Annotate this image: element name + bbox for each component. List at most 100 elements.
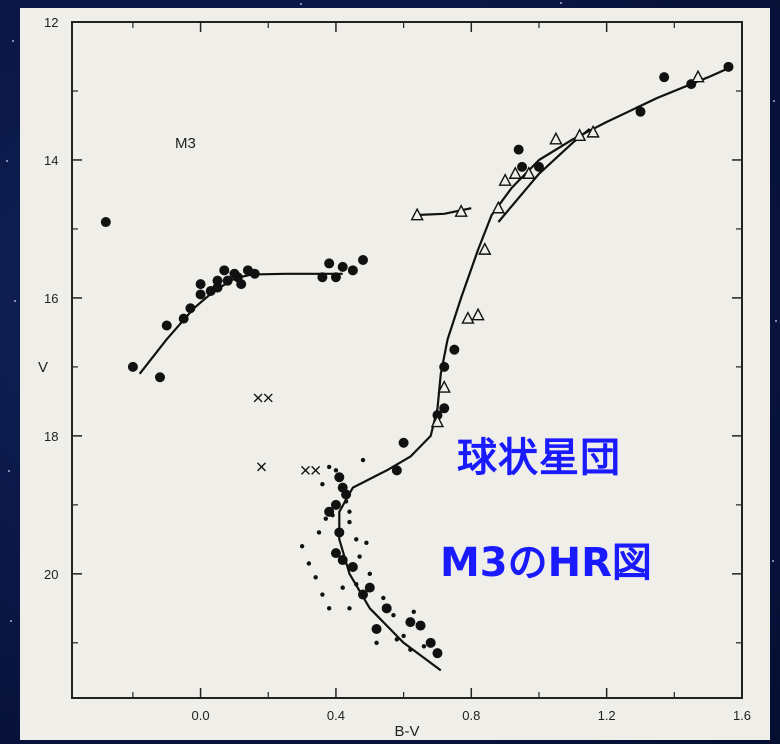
data-point-dot	[213, 276, 223, 286]
data-point-small-dot	[354, 537, 358, 541]
data-point-small-dot	[330, 513, 334, 517]
data-point-small-dot	[368, 572, 372, 576]
data-point-cross	[312, 466, 320, 474]
overlay-subtitle: M3のHR図	[440, 530, 652, 588]
data-point-dot	[372, 624, 382, 634]
data-point-small-dot	[391, 613, 395, 617]
data-point-small-dot	[317, 530, 321, 534]
data-point-dot	[219, 265, 229, 275]
y-axis-title: V	[38, 359, 48, 376]
data-point-dot	[162, 321, 172, 331]
data-point-dot	[101, 217, 111, 227]
x-axis-title: B-V	[394, 723, 419, 740]
x-tick-label: 0.0	[192, 708, 210, 723]
data-point-small-dot	[307, 561, 311, 565]
y-tick-label: 18	[44, 429, 58, 444]
data-point-dot	[317, 272, 327, 282]
plot-frame	[72, 22, 742, 698]
data-point-small-dot	[347, 510, 351, 514]
cluster-label: M3	[175, 135, 196, 152]
data-point-small-dot	[374, 641, 378, 645]
data-point-small-dot	[327, 606, 331, 610]
data-point-small-dot	[364, 541, 368, 545]
data-point-triangle	[473, 309, 484, 320]
data-point-dot	[341, 490, 351, 500]
data-point-dot	[128, 362, 138, 372]
y-tick-label: 20	[44, 567, 58, 582]
data-point-dot	[331, 272, 341, 282]
data-point-small-dot	[357, 554, 361, 558]
data-point-triangle	[493, 202, 504, 213]
data-point-triangle	[550, 133, 561, 144]
y-tick-label: 12	[44, 15, 58, 30]
data-point-triangle	[693, 71, 704, 82]
data-point-dot	[426, 638, 436, 648]
data-point-small-dot	[327, 465, 331, 469]
data-point-dot	[723, 62, 733, 72]
data-point-dot	[338, 262, 348, 272]
data-point-dot	[405, 617, 415, 627]
data-point-small-dot	[320, 592, 324, 596]
data-point-cross	[257, 463, 265, 471]
data-point-small-dot	[300, 544, 304, 548]
data-point-dot	[635, 107, 645, 117]
data-point-dot	[382, 603, 392, 613]
data-point-small-dot	[341, 585, 345, 589]
data-point-dot	[196, 289, 206, 299]
data-point-dot	[331, 548, 341, 558]
data-point-dot	[358, 255, 368, 265]
data-point-cross	[264, 394, 272, 402]
data-point-small-dot	[344, 499, 348, 503]
data-point-small-dot	[395, 637, 399, 641]
data-point-small-dot	[347, 520, 351, 524]
data-point-dot	[449, 345, 459, 355]
data-point-small-dot	[412, 610, 416, 614]
data-point-dot	[392, 465, 402, 475]
data-point-small-dot	[361, 458, 365, 462]
data-point-dot	[196, 279, 206, 289]
data-point-dot	[432, 648, 442, 658]
data-point-dot	[514, 145, 524, 155]
overlay-title: 球状星団	[457, 425, 621, 483]
data-point-dot	[236, 279, 246, 289]
y-tick-label: 14	[44, 153, 58, 168]
data-point-dot	[439, 362, 449, 372]
data-point-dot	[250, 269, 260, 279]
data-point-dot	[155, 372, 165, 382]
data-point-small-dot	[401, 634, 405, 638]
data-point-dot	[399, 438, 409, 448]
y-tick-label: 16	[44, 291, 58, 306]
hr-diagram-chart: 0.0 0.4 0.8 1.2 1.6 12 14 16 18 20 M3 B-V V	[20, 8, 770, 740]
chart-panel: 0.0 0.4 0.8 1.2 1.6 12 14 16 18 20 M3 B-V V	[20, 8, 770, 740]
data-point-dot	[348, 562, 358, 572]
data-point-dot	[416, 621, 426, 631]
data-point-small-dot	[354, 582, 358, 586]
data-point-triangle	[500, 175, 511, 186]
x-tick-label: 0.4	[327, 708, 345, 723]
data-point-dot	[534, 162, 544, 172]
data-point-dot	[439, 403, 449, 413]
data-point-dot	[324, 258, 334, 268]
data-point-cross	[254, 394, 262, 402]
data-point-small-dot	[422, 644, 426, 648]
data-point-cross	[301, 466, 309, 474]
data-point-dot	[517, 162, 527, 172]
data-point-dot	[659, 72, 669, 82]
data-point-dot	[185, 303, 195, 313]
data-point-small-dot	[324, 516, 328, 520]
data-point-small-dot	[334, 468, 338, 472]
data-point-small-dot	[313, 575, 317, 579]
data-point-small-dot	[381, 596, 385, 600]
data-point-small-dot	[347, 606, 351, 610]
data-point-dot	[348, 265, 358, 275]
x-tick-label: 1.6	[733, 708, 751, 723]
data-point-small-dot	[408, 648, 412, 652]
data-point-dot	[334, 527, 344, 537]
data-point-small-dot	[320, 482, 324, 486]
x-tick-label: 0.8	[462, 708, 480, 723]
data-point-triangle	[462, 313, 473, 324]
data-point-dot	[365, 583, 375, 593]
data-point-dot	[334, 472, 344, 482]
x-tick-label: 1.2	[598, 708, 616, 723]
data-point-dot	[179, 314, 189, 324]
